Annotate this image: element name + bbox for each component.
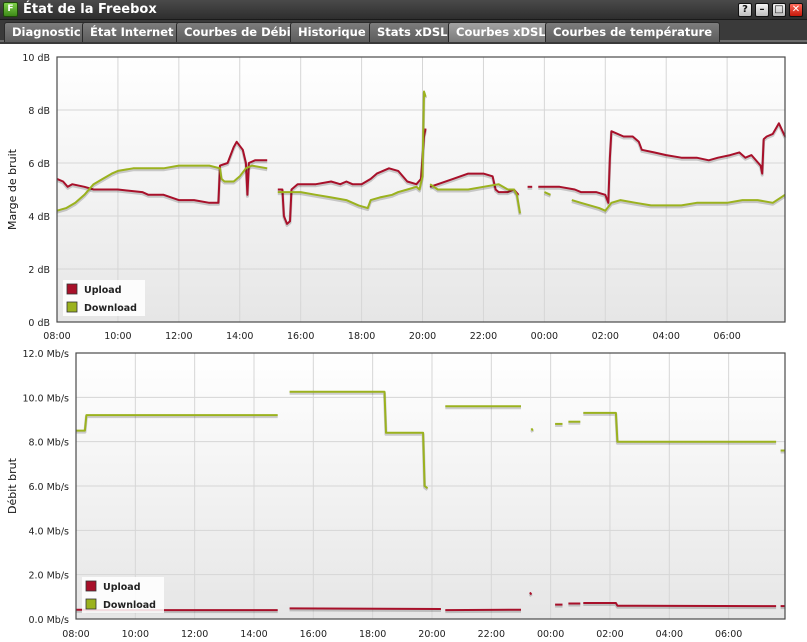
upload-line-segment [583, 602, 777, 608]
y-tick-label: 12.0 Mb/s [22, 349, 69, 360]
tab-diagnostic[interactable]: Diagnostic [4, 22, 89, 42]
x-tick-label: 20:00 [409, 331, 436, 342]
download-line-segment [583, 411, 777, 443]
y-tick-label: 8 dB [28, 106, 50, 117]
upload-line-segment [429, 172, 520, 196]
y-tick-label: 6.0 Mb/s [28, 482, 69, 493]
download-line-segment [429, 183, 521, 214]
x-tick-label: 18:00 [359, 629, 386, 640]
xdsl-charts: 0 dB 2 dB 4 dB 6 dB 8 dB 10 dB 08:00 10:00 12:00… [6, 53, 787, 640]
x-tick-label: 00:00 [531, 331, 558, 342]
x-tick-label: 06:00 [715, 629, 742, 640]
plot-frame [75, 352, 786, 620]
freebox-icon: F [3, 2, 18, 17]
x-tick-label: 16:00 [287, 331, 314, 342]
legend: Upload Download [63, 280, 145, 316]
y-tick-label: 2.0 Mb/s [28, 571, 69, 582]
upload-legend-label: Upload [103, 582, 141, 593]
tab-historique[interactable]: Historique [290, 22, 374, 42]
upload-legend-swatch [85, 580, 97, 592]
series-shadow [543, 192, 552, 198]
x-tick-label: 08:00 [62, 629, 89, 640]
x-tick-label: 14:00 [226, 331, 253, 342]
x-tick-label: 02:00 [596, 629, 623, 640]
legend: Upload Download [82, 577, 164, 613]
x-tick-label: 12:00 [181, 629, 208, 640]
chart-2: 0.0 Mb/s 2.0 Mb/s 4.0 Mb/s 6.0 Mb/s 8.0 Mb/s… [6, 349, 786, 640]
plot-area [57, 57, 785, 322]
upload-line-segment [529, 591, 533, 596]
minimize-button[interactable]: – [755, 3, 769, 17]
download-line-segment [277, 90, 427, 210]
tab-stats-xdsl[interactable]: Stats xDSL [369, 22, 456, 42]
maximize-button[interactable]: □ [772, 3, 786, 17]
window-title-bar: F État de la Freebox ? – □ ✕ [0, 0, 807, 20]
close-button[interactable]: ✕ [789, 3, 803, 17]
series-shadow [289, 391, 429, 491]
y-axis-label: Débit brut [6, 457, 19, 514]
download-legend-swatch [66, 301, 78, 313]
tab-etat-internet[interactable]: État Internet [82, 22, 182, 42]
x-tick-label: 04:00 [653, 331, 680, 342]
download-line-segment [571, 193, 786, 212]
download-legend-swatch [85, 598, 97, 610]
download-line-segment [76, 414, 278, 432]
x-tick-label: 00:00 [537, 629, 564, 640]
x-tick-label: 16:00 [300, 629, 327, 640]
x-tick-label: 22:00 [470, 331, 497, 342]
series-shadow [289, 608, 441, 612]
download-line-segment [56, 164, 268, 212]
y-tick-label: 8.0 Mb/s [28, 438, 69, 449]
download-legend-label: Download [84, 303, 137, 314]
x-tick-label: 12:00 [165, 331, 192, 342]
x-tick-label: 18:00 [348, 331, 375, 342]
y-tick-label: 10.0 Mb/s [22, 393, 69, 404]
tab-courbes-debit[interactable]: Courbes de Débit [176, 22, 305, 42]
x-tick-label: 08:00 [43, 331, 70, 342]
download-legend-label: Download [103, 600, 156, 611]
x-tick-label: 10:00 [104, 331, 131, 342]
y-tick-label: 4.0 Mb/s [28, 526, 69, 537]
tab-courbes-xdsl[interactable]: Courbes xDSL [448, 22, 554, 42]
y-tick-label: 10 dB [22, 53, 50, 64]
y-tick-label: 0.0 Mb/s [28, 615, 69, 626]
upload-line-segment [289, 607, 441, 610]
x-tick-label: 22:00 [478, 629, 505, 640]
y-axis-label: Marge de bruit [6, 148, 19, 230]
tab-bar: Diagnostic État Internet Courbes de Débi… [0, 20, 807, 42]
y-tick-label: 0 dB [28, 318, 50, 329]
x-tick-label: 20:00 [418, 629, 445, 640]
download-line-segment [543, 191, 551, 196]
chart-1: 0 dB 2 dB 4 dB 6 dB 8 dB 10 dB 08:00 10:00 12:00… [6, 53, 787, 342]
help-button[interactable]: ? [738, 3, 752, 17]
series-shadow [571, 195, 786, 214]
y-tick-label: 2 dB [28, 265, 50, 276]
x-tick-label: 04:00 [656, 629, 683, 640]
window-title: État de la Freebox [23, 2, 157, 17]
plot-frame [56, 56, 786, 323]
y-tick-label: 6 dB [28, 159, 50, 170]
series-shadow [277, 129, 428, 227]
y-tick-label: 4 dB [28, 212, 50, 223]
upload-line-segment [538, 122, 786, 204]
x-tick-label: 14:00 [240, 629, 267, 640]
x-tick-label: 10:00 [122, 629, 149, 640]
download-line-segment [530, 427, 534, 432]
tab-courbes-temperature[interactable]: Courbes de température [545, 22, 721, 42]
x-tick-label: 02:00 [592, 331, 619, 342]
x-tick-label: 06:00 [713, 331, 740, 342]
series-shadow [56, 141, 268, 206]
upload-legend-label: Upload [84, 285, 122, 296]
charts-panel: 0 dB 2 dB 4 dB 6 dB 8 dB 10 dB 08:00 10:00 12:00… [0, 44, 807, 642]
upload-legend-swatch [66, 283, 78, 295]
upload-line-segment [277, 128, 427, 225]
upload-line-segment [56, 140, 268, 204]
download-line-segment [289, 390, 429, 489]
